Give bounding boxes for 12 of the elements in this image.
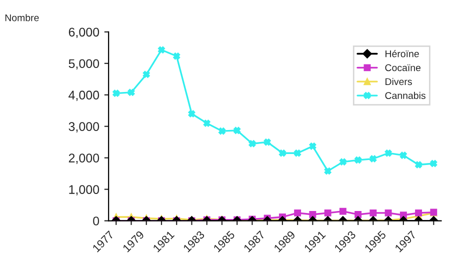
- y-tick-label: 2,000: [68, 154, 100, 164]
- legend-label: Cannabis: [385, 92, 426, 100]
- y-tick-label: 0: [93, 216, 100, 226]
- legend-label: Divers: [386, 78, 412, 86]
- y-tick-label: 1,000: [69, 185, 100, 196]
- y-tick-label: 4,000: [68, 90, 100, 101]
- y-tick-label: 6,000: [68, 28, 100, 38]
- legend-label: Cocaïne: [385, 64, 421, 72]
- y-tick-label: 5,000: [68, 59, 100, 70]
- y-tick-label: 3,000: [68, 122, 100, 132]
- y-axis-title: Nombre: [5, 14, 39, 22]
- legend-label: Héroïne: [386, 50, 419, 58]
